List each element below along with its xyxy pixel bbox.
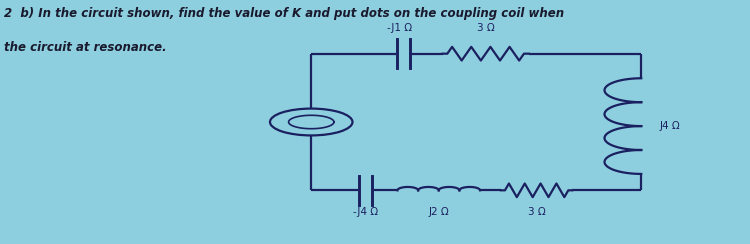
Text: -J1 Ω: -J1 Ω: [387, 23, 412, 33]
Text: -J4 Ω: -J4 Ω: [352, 207, 378, 217]
Text: 3 Ω: 3 Ω: [528, 207, 545, 217]
Text: the circuit at resonance.: the circuit at resonance.: [4, 41, 166, 54]
Text: 3 Ω: 3 Ω: [477, 23, 494, 33]
Text: J2 Ω: J2 Ω: [428, 207, 449, 217]
Text: 2  b) In the circuit shown, find the value of K and put dots on the coupling coi: 2 b) In the circuit shown, find the valu…: [4, 7, 564, 20]
Text: J4 Ω: J4 Ω: [660, 121, 681, 131]
